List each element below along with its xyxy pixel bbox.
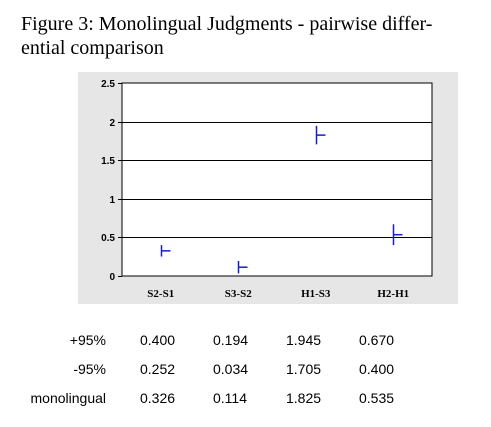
caption-line-1: Figure 3: Monolingual Judgments - pairwi… <box>21 13 433 35</box>
chart-marks <box>160 125 403 274</box>
x-tick-label: S2-S1 <box>147 288 174 300</box>
figure-caption: Figure 3: Monolingual Judgments - pairwi… <box>21 12 481 60</box>
cell: 0.252 <box>140 361 176 377</box>
cell: 0.034 <box>213 361 249 377</box>
cell: 0.114 <box>213 390 247 406</box>
y-tick-label: 2.5 <box>101 79 115 90</box>
cell: 0.670 <box>359 332 395 348</box>
row-label: -95% <box>73 361 106 377</box>
row-label: +95% <box>69 332 106 348</box>
plot-area <box>121 82 433 277</box>
x-tick-label: S3-S2 <box>225 288 252 300</box>
cell: 0.194 <box>213 332 249 348</box>
range-mark <box>237 261 248 274</box>
range-chart: 0 0.5 1 1.5 2 2.5 S2-S1 S3-S2 H1-S3 H2-H1 <box>78 72 458 304</box>
stats-row-lower: -95% 0.252 0.034 1.705 0.400 <box>0 361 491 381</box>
cell: 0.535 <box>359 390 395 406</box>
y-tick-label: 2 <box>109 118 115 129</box>
range-mark <box>160 245 171 257</box>
stats-row-upper: +95% 0.400 0.194 1.945 0.670 <box>0 332 491 352</box>
cell: 1.705 <box>286 361 322 377</box>
stats-row-monolingual: monolingual 0.326 0.114 1.825 0.535 <box>0 390 491 410</box>
cell: 0.326 <box>140 390 176 406</box>
y-tick-label: 0.5 <box>101 233 115 244</box>
chart-axes: 0 0.5 1 1.5 2 2.5 S2-S1 S3-S2 H1-S3 H2-H1 <box>78 72 458 304</box>
cell: 0.400 <box>140 332 176 348</box>
row-label: monolingual <box>30 390 107 406</box>
cell: 1.825 <box>286 390 322 406</box>
range-mark <box>315 125 326 145</box>
caption-line-2: ential comparison <box>21 37 164 59</box>
y-tick-label: 1 <box>109 195 115 206</box>
cell: 0.400 <box>359 361 395 377</box>
y-tick-label: 1.5 <box>101 156 115 167</box>
range-mark <box>392 224 403 246</box>
cell: 1.945 <box>286 332 322 348</box>
x-tick-label: H2-H1 <box>377 288 409 300</box>
y-tick-label: 0 <box>109 272 115 283</box>
x-tick-label: H1-S3 <box>301 288 331 300</box>
